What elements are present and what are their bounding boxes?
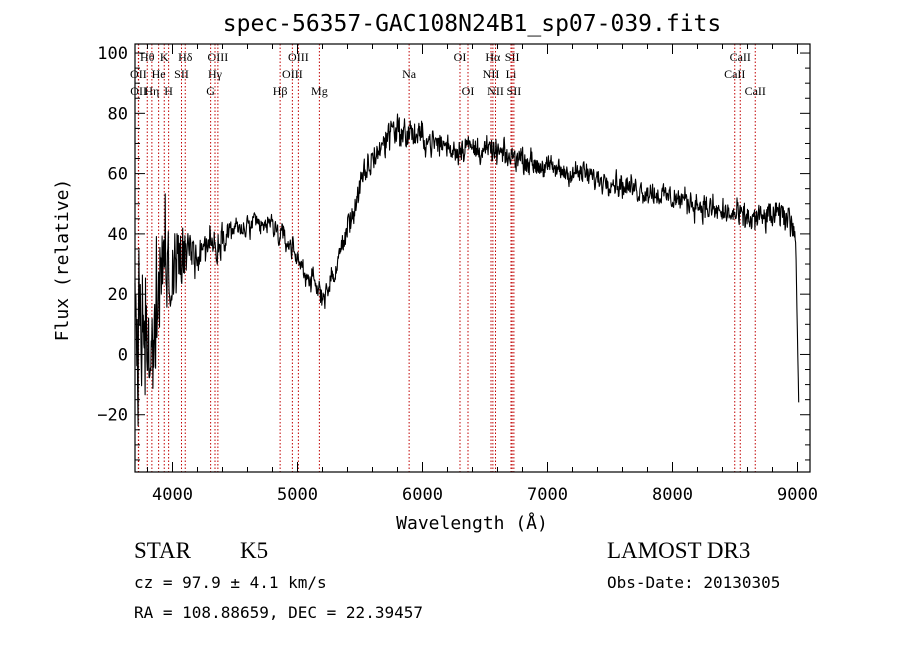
y-tick-label: 100	[97, 44, 128, 64]
line-marker-label: Mg	[311, 84, 328, 98]
line-marker-label: SII	[507, 84, 522, 98]
y-tick-label: 60	[108, 165, 128, 185]
line-marker-label: SII	[174, 67, 189, 81]
line-marker-label: SII	[505, 50, 520, 64]
line-marker-label: Hθ	[140, 50, 155, 64]
survey-name: LAMOST DR3	[607, 538, 751, 563]
x-axis-label: Wavelength (Å)	[396, 512, 548, 534]
line-marker-label: NII	[487, 84, 504, 98]
line-marker-label: G	[206, 84, 215, 98]
line-marker-label: OI	[462, 84, 475, 98]
y-tick-label: 40	[108, 225, 128, 245]
obs-date: Obs-Date: 20130305	[607, 573, 781, 592]
line-marker-label: Hβ	[273, 84, 288, 98]
line-marker-label: Li	[506, 67, 517, 81]
line-marker-label: OI	[454, 50, 467, 64]
y-tick-label: 80	[108, 104, 128, 124]
y-tick-label: 0	[118, 345, 128, 365]
coordinates: RA = 108.88659, DEC = 22.39457	[134, 603, 423, 622]
line-marker-label: CaII	[724, 67, 745, 81]
line-marker-label: NII	[483, 67, 500, 81]
x-tick-label: 9000	[777, 485, 818, 505]
object-subclass: K5	[240, 538, 269, 563]
x-tick-label: 6000	[402, 485, 443, 505]
line-marker-label: Hγ	[208, 67, 223, 81]
chart-title: spec-56357-GAC108N24B1_sp07-039.fits	[223, 11, 722, 37]
x-tick-label: 4000	[152, 485, 193, 505]
line-marker-label: Na	[402, 67, 417, 81]
line-marker-label: OIII	[282, 67, 303, 81]
y-tick-label: 20	[108, 285, 128, 305]
y-axis-label: Flux (relative)	[52, 179, 73, 342]
line-marker-label: OII	[130, 67, 147, 81]
x-tick-label: 8000	[652, 485, 693, 505]
axes: 4000 5000 6000 7000 8000 9000 −20 0 20 40 60 80 100	[97, 43, 818, 505]
x-tick-label: 7000	[527, 485, 568, 505]
line-marker-label: He	[152, 67, 166, 81]
line-marker-label: Hα	[485, 50, 501, 64]
line-marker-label: CaII	[730, 50, 751, 64]
line-marker-label: K	[160, 50, 169, 64]
redshift-cz: cz = 97.9 ± 4.1 km/s	[134, 573, 327, 592]
line-marker-label: OIII	[208, 50, 229, 64]
spectrum-series	[134, 113, 800, 427]
line-marker-label: CaII	[745, 84, 766, 98]
line-marker-label: Hδ	[178, 50, 193, 64]
x-tick-label: 5000	[277, 485, 318, 505]
object-class: STAR	[134, 538, 191, 563]
y-tick-label: −20	[97, 406, 128, 426]
spectrum-line	[134, 113, 800, 427]
line-marker-label: OIII	[288, 50, 309, 64]
line-marker-label: H	[164, 84, 173, 98]
line-marker-label: Hη	[144, 84, 159, 98]
plot-frame	[134, 43, 811, 473]
